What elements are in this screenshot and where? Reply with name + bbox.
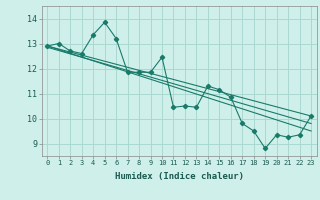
X-axis label: Humidex (Indice chaleur): Humidex (Indice chaleur) bbox=[115, 172, 244, 181]
